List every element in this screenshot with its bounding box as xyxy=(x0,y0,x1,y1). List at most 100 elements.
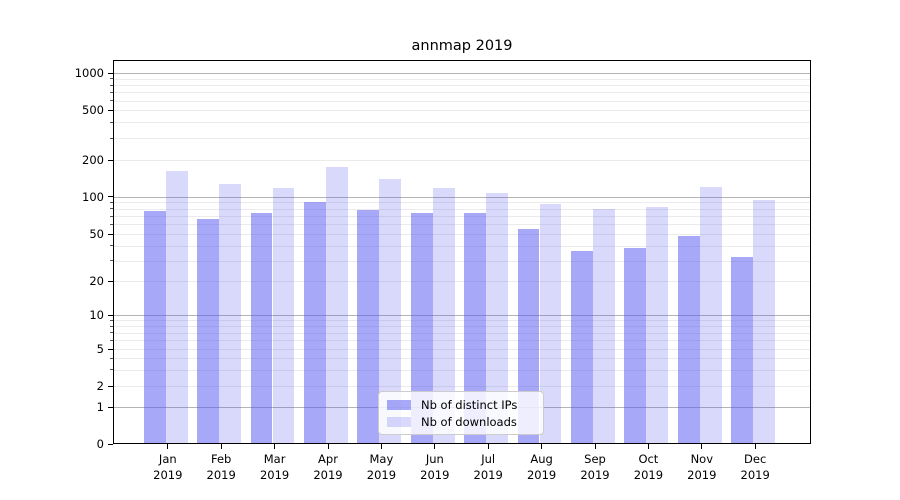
minor-gridline xyxy=(114,326,810,328)
y-tick-label: 200 xyxy=(82,153,104,167)
minor-gridline xyxy=(114,332,810,334)
year-label: 2019 xyxy=(206,468,236,482)
month-label: Feb xyxy=(211,452,232,466)
minor-gridline xyxy=(114,349,810,351)
bar-downloads-jun xyxy=(432,188,455,444)
minor-gridline xyxy=(114,92,810,94)
x-tick xyxy=(701,444,703,449)
bar-distinct-ips-apr xyxy=(304,201,326,444)
bar-distinct-ips-sep xyxy=(571,250,593,444)
bar-downloads-feb xyxy=(219,183,241,444)
minor-gridline xyxy=(114,122,810,124)
bar-distinct-ips-jul xyxy=(464,213,486,444)
y-tick-label: 0 xyxy=(96,437,104,451)
x-tick xyxy=(380,444,382,449)
x-tick-label-apr: Apr 2019 xyxy=(298,451,358,483)
year-label: 2019 xyxy=(473,468,503,482)
year-label: 2019 xyxy=(313,468,343,482)
y-tick-label: 500 xyxy=(82,103,104,118)
x-tick-label-jan: Jan 2019 xyxy=(138,451,198,483)
y-tick xyxy=(108,348,113,350)
y-minor-tick xyxy=(110,215,113,217)
bar-distinct-ips-jan xyxy=(143,211,166,444)
major-gridline xyxy=(114,73,810,75)
y-minor-tick xyxy=(110,369,113,371)
y-tick xyxy=(108,72,113,74)
bar-downloads-aug xyxy=(539,204,562,444)
legend-label: Nb of distinct IPs xyxy=(421,397,518,412)
x-tick xyxy=(541,444,543,449)
x-tick xyxy=(274,444,276,449)
bar-distinct-ips-feb xyxy=(197,218,219,444)
month-label: Jan xyxy=(158,452,177,466)
x-tick-label-jun: Jun 2019 xyxy=(405,451,465,483)
x-tick-label-nov: Nov 2019 xyxy=(672,451,732,483)
y-tick xyxy=(108,196,113,198)
bar-downloads-dec xyxy=(753,199,775,444)
bar-distinct-ips-may xyxy=(357,209,380,444)
y-tick-label: 1000 xyxy=(74,66,104,81)
legend-item: Nb of downloads xyxy=(387,415,535,429)
minor-gridline xyxy=(114,281,810,283)
legend-item: Nb of distinct IPs xyxy=(387,398,535,412)
y-minor-tick xyxy=(110,339,113,341)
minor-gridline xyxy=(114,224,810,226)
year-label: 2019 xyxy=(153,468,183,482)
y-minor-tick xyxy=(110,325,113,327)
y-tick xyxy=(108,109,113,111)
x-tick-label-may: May 2019 xyxy=(351,451,411,483)
major-gridline xyxy=(114,196,810,198)
minor-gridline xyxy=(114,160,810,161)
y-tick xyxy=(108,314,113,316)
year-label: 2019 xyxy=(687,468,717,482)
minor-gridline xyxy=(114,358,810,360)
y-tick xyxy=(108,233,113,235)
y-minor-tick xyxy=(110,260,113,261)
x-tick-label-mar: Mar 2019 xyxy=(245,451,305,483)
bar-downloads-mar xyxy=(272,188,295,444)
minor-gridline xyxy=(114,78,810,80)
x-tick xyxy=(327,444,329,449)
legend-swatch-downloads xyxy=(387,416,411,427)
minor-gridline xyxy=(114,320,810,322)
bar-downloads-oct xyxy=(646,206,669,444)
plot-area: Nb of distinct IPs Nb of downloads xyxy=(113,60,811,444)
y-tick xyxy=(108,159,113,161)
y-minor-tick xyxy=(110,223,113,225)
month-label: Aug xyxy=(530,452,553,466)
y-tick-label: 100 xyxy=(82,189,104,204)
bar-distinct-ips-oct xyxy=(624,248,647,444)
legend-label: Nb of downloads xyxy=(421,414,517,429)
legend-swatch-distinct-ips xyxy=(387,399,411,410)
bar-downloads-apr xyxy=(326,166,348,444)
bar-distinct-ips-mar xyxy=(250,213,273,444)
y-tick-label: 10 xyxy=(89,308,104,322)
month-label: Jun xyxy=(425,452,444,466)
x-tick xyxy=(220,444,222,449)
y-minor-tick xyxy=(110,357,113,359)
minor-gridline xyxy=(114,100,810,102)
y-tick xyxy=(108,280,113,282)
y-minor-tick xyxy=(110,121,113,123)
y-tick xyxy=(108,385,113,387)
y-tick xyxy=(108,406,113,408)
x-tick-label-feb: Feb 2019 xyxy=(191,451,251,483)
bar-distinct-ips-aug xyxy=(517,229,540,444)
month-label: Oct xyxy=(638,452,659,466)
x-tick xyxy=(647,444,649,449)
y-minor-tick xyxy=(110,91,113,93)
y-minor-tick xyxy=(110,84,113,86)
year-label: 2019 xyxy=(259,468,290,482)
minor-gridline xyxy=(114,202,810,204)
minor-gridline xyxy=(114,85,810,87)
month-label: Apr xyxy=(318,452,338,466)
y-tick-label: 50 xyxy=(89,227,104,242)
year-label: 2019 xyxy=(420,468,450,482)
minor-gridline xyxy=(114,138,810,139)
year-label: 2019 xyxy=(633,468,664,482)
minor-gridline xyxy=(114,260,810,262)
major-gridline xyxy=(114,315,810,316)
bar-downloads-nov xyxy=(699,186,722,444)
month-label: Dec xyxy=(744,452,767,466)
month-label: Jul xyxy=(481,452,496,466)
